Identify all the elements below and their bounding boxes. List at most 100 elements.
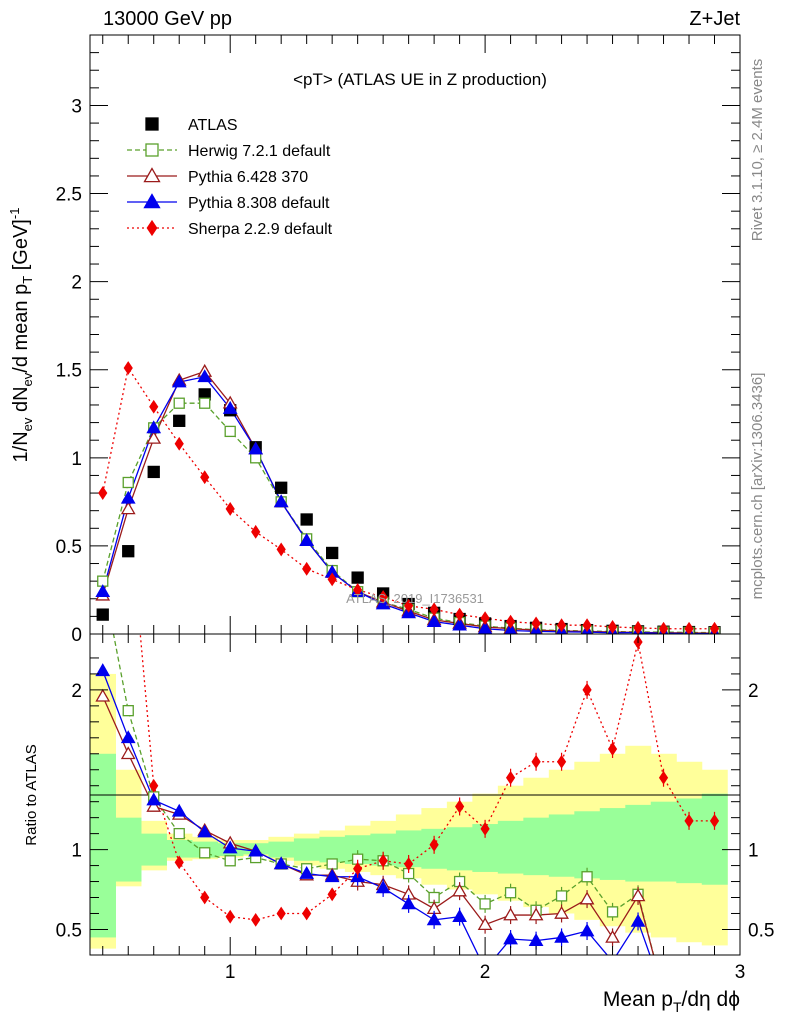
green-uncertainty-bin — [446, 827, 473, 871]
data-point-pythia-8-308-default — [273, 494, 289, 508]
data-point-sherpa-2-2-9-default — [404, 598, 414, 613]
legend-marker — [145, 117, 159, 131]
ratio-point-sherpa-2-2-9-default — [149, 778, 159, 793]
ratio-point-sherpa-2-2-9-default — [582, 682, 592, 697]
data-point-pythia-8-308-default — [120, 490, 136, 504]
ratio-point-sherpa-2-2-9-default — [327, 887, 337, 902]
green-uncertainty-bin — [293, 838, 320, 861]
data-point-sherpa-2-2-9-default — [251, 524, 261, 539]
green-uncertainty-bin — [523, 817, 550, 876]
legend-entry-sherpa-2-2-9-default: Sherpa 2.2.9 default — [127, 219, 333, 238]
ratio-point-pythia-8-308-default — [273, 856, 289, 870]
data-point-atlas — [300, 513, 313, 526]
data-point-herwig-7-2-1-default — [122, 476, 134, 489]
data-point-herwig-7-2-1-default — [224, 425, 236, 438]
data-point-pythia-8-308-default — [197, 369, 213, 383]
green-uncertainty-bin — [574, 811, 601, 879]
ratio-panel: 0.5 0.5 1 1 2 2 1 2 3 Ratio to ATLAS Mean pT/dη … — [23, 633, 774, 1015]
ratio-point-sherpa-2-2-9-default — [429, 837, 439, 852]
data-point-atlas — [173, 414, 186, 427]
ratio-y-tick-label-right: 1 — [748, 841, 759, 862]
x-tick-label: 1 — [225, 962, 236, 983]
ratio-y-tick-label: 0.5 — [56, 920, 82, 941]
ratio-point-sherpa-2-2-9-default — [505, 770, 516, 785]
ratio-point-pythia-8-308-default — [375, 880, 391, 894]
ratio-y-axis-label: Ratio to ATLAS — [23, 744, 40, 845]
ratio-point-pythia-8-308-default — [146, 792, 162, 806]
ratio-point-pythia-8-308-default — [171, 803, 187, 817]
ratio-point-pythia-8-308-default — [299, 865, 315, 879]
green-uncertainty-bin — [166, 840, 193, 858]
data-point-pythia-8-308-default — [452, 617, 467, 631]
main-plot-frame — [89, 34, 741, 635]
main-y-tick-label: 1.5 — [56, 361, 82, 382]
data-point-atlas — [147, 465, 160, 479]
data-point-pythia-6-428-370 — [120, 501, 136, 515]
ratio-point-pythia-6-428-370 — [452, 883, 467, 897]
data-point-herwig-7-2-1-default — [199, 397, 211, 409]
ratio-point-sherpa-2-2-9-default — [378, 853, 388, 868]
process-label: Z+Jet — [689, 8, 740, 30]
data-point-sherpa-2-2-9-default — [174, 436, 184, 451]
legend-label: Pythia 6.428 370 — [188, 169, 308, 186]
data-point-pythia-6-428-370 — [146, 430, 162, 444]
ratio-point-pythia-8-308-default — [95, 663, 111, 677]
ratio-point-pythia-8-308-default — [324, 869, 340, 883]
ratio-point-sherpa-2-2-9-default — [225, 909, 235, 924]
ratio-point-pythia-8-308-default — [579, 923, 595, 937]
data-point-sherpa-2-2-9-default — [429, 602, 439, 617]
green-uncertainty-bin — [268, 841, 295, 858]
ratio-point-sherpa-2-2-9-default — [709, 813, 720, 828]
legend-entry-pythia-8-308-default: Pythia 8.308 default — [127, 193, 330, 212]
y-axis-label: 1/Nev dNev/d mean pT [GeV]-1 — [7, 208, 35, 463]
ratio-point-sherpa-2-2-9-default — [404, 857, 414, 871]
main-y-tick-label: 0 — [71, 625, 82, 646]
green-uncertainty-bin — [548, 814, 575, 877]
legend-label: Sherpa 2.2.9 default — [188, 221, 333, 238]
data-point-herwig-7-2-1-default — [173, 397, 185, 409]
rivet-version-label: Rivet 3.1.10, ≥ 2.4M events — [749, 59, 766, 242]
data-point-sherpa-2-2-9-default — [327, 572, 337, 587]
ratio-point-pythia-8-308-default — [452, 909, 467, 923]
data-point-pythia-8-308-default — [299, 533, 315, 546]
legend-marker — [146, 219, 158, 237]
legend-marker — [143, 167, 161, 183]
green-uncertainty-bin — [115, 817, 142, 882]
main-y-tick-label: 2.5 — [56, 185, 82, 206]
ratio-point-pythia-8-308-default — [222, 840, 238, 854]
ratio-point-herwig-7-2-1-default — [122, 705, 134, 717]
ratio-point-sherpa-2-2-9-default — [302, 906, 312, 921]
ratio-y-tick-label: 1 — [71, 841, 82, 862]
data-point-atlas — [326, 546, 339, 560]
ratio-point-pythia-8-308-default — [120, 730, 136, 744]
legend-marker — [143, 193, 161, 209]
data-point-sherpa-2-2-9-default — [378, 590, 388, 604]
ratio-point-pythia-8-308-default — [426, 912, 442, 926]
green-uncertainty-bin — [90, 753, 116, 938]
ratio-point-pythia-8-308-default — [197, 824, 213, 838]
main-y-tick-label: 1 — [71, 449, 82, 470]
ratio-point-pythia-6-428-370 — [554, 905, 569, 919]
ratio-point-herwig-7-2-1-default — [326, 858, 338, 870]
ratio-y-tick-label-right: 2 — [748, 681, 759, 702]
ratio-point-pythia-6-428-370 — [528, 907, 544, 921]
green-uncertainty-bin — [701, 793, 728, 885]
data-point-sherpa-2-2-9-default — [200, 470, 210, 485]
ratio-point-sherpa-2-2-9-default — [276, 906, 286, 921]
data-point-sherpa-2-2-9-default — [582, 618, 592, 633]
data-point-sherpa-2-2-9-default — [302, 561, 312, 576]
ratio-series-layer — [95, 634, 720, 955]
legend-entry-atlas: ATLAS — [145, 117, 238, 134]
ratio-plot-frame — [89, 633, 741, 956]
green-uncertainty-bin — [650, 801, 677, 882]
ratio-point-pythia-6-428-370 — [120, 746, 136, 760]
ratio-axis-ticks: 0.5 0.5 1 1 2 2 1 2 3 — [56, 634, 774, 983]
ratio-point-sherpa-2-2-9-default — [556, 754, 567, 769]
data-point-pythia-8-308-default — [95, 584, 111, 598]
data-point-sherpa-2-2-9-default — [531, 616, 541, 631]
data-point-sherpa-2-2-9-default — [98, 486, 108, 500]
ratio-point-sherpa-2-2-9-default — [200, 890, 210, 905]
ratio-point-herwig-7-2-1-default — [555, 890, 568, 902]
ratio-point-pythia-8-308-default — [503, 931, 518, 945]
ratio-point-herwig-7-2-1-default — [581, 871, 593, 883]
